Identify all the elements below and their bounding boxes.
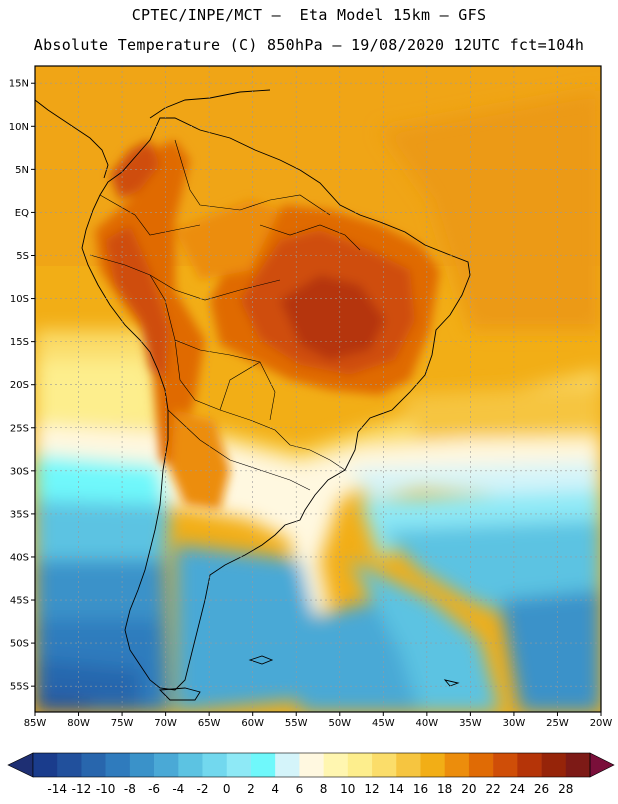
colorbar-swatch (517, 753, 542, 777)
caribbean-coastline (149, 89, 271, 119)
colorbar-label: -8 (123, 782, 136, 796)
tierra-del-fuego (158, 687, 201, 701)
lat-tick-label: 35S (10, 509, 29, 520)
colorbar-label: 12 (364, 782, 380, 796)
colorbar-border (32, 752, 591, 778)
lat-tick-label: 5S (16, 251, 29, 262)
lat-tick-label: 10S (10, 294, 29, 305)
colorbar-swatch (57, 753, 82, 777)
lon-tick-label: 80W (67, 718, 90, 729)
lat-tick-label: 40S (10, 552, 29, 563)
colorbar-over-triangle (589, 752, 615, 778)
colorbar-swatch (202, 753, 228, 777)
colorbar-label: 24 (509, 782, 525, 796)
lat-tick-label: 50S (10, 639, 29, 650)
colorbar-swatch (493, 753, 518, 777)
colorbar-swatch (250, 753, 276, 777)
lon-tick-label: 55W (285, 718, 308, 729)
colorbar-label: 10 (340, 782, 356, 796)
colorbar-label: 0 (222, 782, 231, 796)
colorbar-swatch (420, 753, 445, 777)
lon-tick-label: 25W (546, 718, 569, 729)
colorbar-swatch (275, 753, 300, 777)
country-borders (89, 139, 361, 491)
colorbar-label: -4 (172, 782, 185, 796)
colorbar-swatch (105, 753, 131, 777)
lat-tick-label: 30S (10, 466, 29, 477)
lat-tick-label: 15N (9, 79, 29, 90)
title-line-1: CPTEC/INPE/MCT – Eta Model 15km – GFS (131, 6, 487, 24)
colorbar-label: 14 (388, 782, 404, 796)
colorbar-swatch (468, 753, 494, 777)
lon-tick-label: 60W (241, 718, 264, 729)
lat-tick-label: 45S (10, 596, 29, 607)
colorbar-swatch (347, 753, 373, 777)
lon-tick-label: 50W (328, 718, 351, 729)
lat-tick-label: EQ (15, 208, 29, 219)
colorbar-label: 16 (412, 782, 429, 796)
lon-tick-label: 75W (111, 718, 134, 729)
falklands (248, 655, 274, 665)
map-frame (34, 65, 602, 713)
lon-tick-label: 20W (590, 718, 613, 729)
colorbar-label: -6 (148, 782, 161, 796)
colorbar-label: 18 (437, 782, 453, 796)
colorbar-label: -10 (95, 782, 116, 796)
colorbar-label: 26 (533, 782, 550, 796)
title-line-2: Absolute Temperature (C) 850hPa – 19/08/… (33, 36, 585, 54)
lat-tick-label: 5N (15, 165, 29, 176)
colorbar-swatch (226, 753, 252, 777)
coastlines (35, 89, 471, 701)
central-america-coastline (35, 99, 109, 179)
colorbar (7, 752, 615, 778)
colorbar-swatch (565, 753, 591, 777)
colorbar-swatch (299, 753, 324, 777)
lon-tick-label: 35W (459, 718, 482, 729)
colorbar-label: 22 (485, 782, 501, 796)
lon-tick-label: 70W (154, 718, 177, 729)
temperature-field (35, 66, 601, 712)
colorbar-label: -2 (196, 782, 209, 796)
colorbar-swatch (323, 753, 349, 777)
south-america-coastline (81, 117, 471, 691)
colorbar-swatch (81, 753, 106, 777)
colorbar-label: -12 (71, 782, 92, 796)
lat-tick-label: 20S (10, 380, 29, 391)
lat-tick-label: 10N (9, 122, 29, 133)
colorbar-label: 28 (558, 782, 574, 796)
lon-tick-label: 30W (503, 718, 526, 729)
lat-tick-label: 25S (10, 423, 29, 434)
colorbar-under-triangle (7, 752, 34, 778)
colorbar-label: 6 (295, 782, 304, 796)
graticule (35, 66, 601, 712)
colorbar-swatch (396, 753, 421, 777)
colorbar-swatch (541, 753, 567, 777)
colorbar-label: 2 (247, 782, 255, 796)
lon-tick-label: 85W (24, 718, 47, 729)
axis-ticks: 85W 80W 75W 70W 65W 60W 55W 50W 45W 40W 35W 30W 25W 2… (9, 79, 613, 729)
colorbar-swatch (178, 753, 203, 777)
colorbar-label: 4 (271, 782, 279, 796)
lon-tick-label: 65W (198, 718, 221, 729)
south-georgia (443, 679, 460, 687)
colorbar-swatch (444, 753, 470, 777)
colorbar-swatch (154, 753, 179, 777)
colorbar-swatch (129, 753, 155, 777)
colorbar-label: 20 (461, 782, 477, 796)
colorbar-label: -14 (47, 782, 68, 796)
lon-tick-label: 40W (416, 718, 439, 729)
lon-tick-label: 45W (372, 718, 395, 729)
colorbar-swatch (372, 753, 397, 777)
lat-tick-label: 15S (10, 337, 29, 348)
lat-tick-label: 55S (10, 682, 29, 693)
colorbar-swatch (33, 753, 58, 777)
colorbar-label: 8 (319, 782, 328, 796)
